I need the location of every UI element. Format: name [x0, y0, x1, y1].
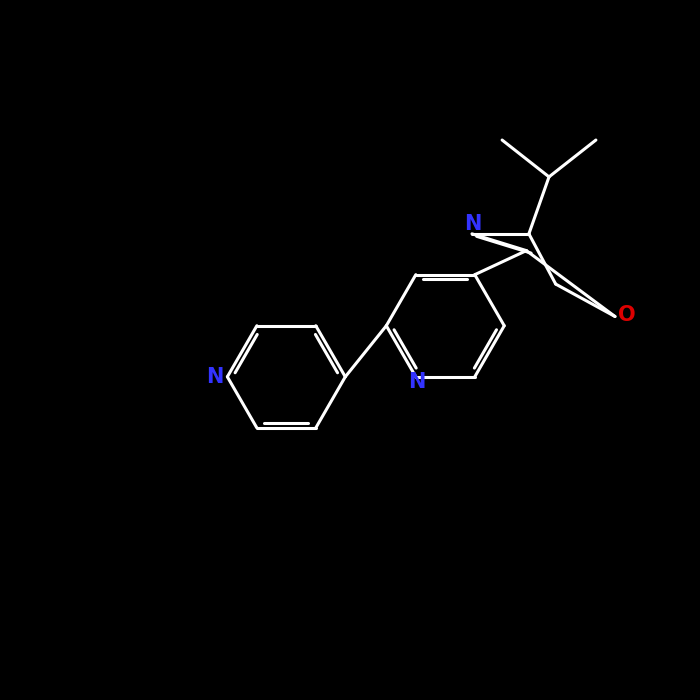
Text: N: N — [409, 372, 426, 392]
Text: N: N — [206, 367, 224, 387]
Text: O: O — [618, 305, 636, 326]
Text: N: N — [465, 214, 482, 234]
